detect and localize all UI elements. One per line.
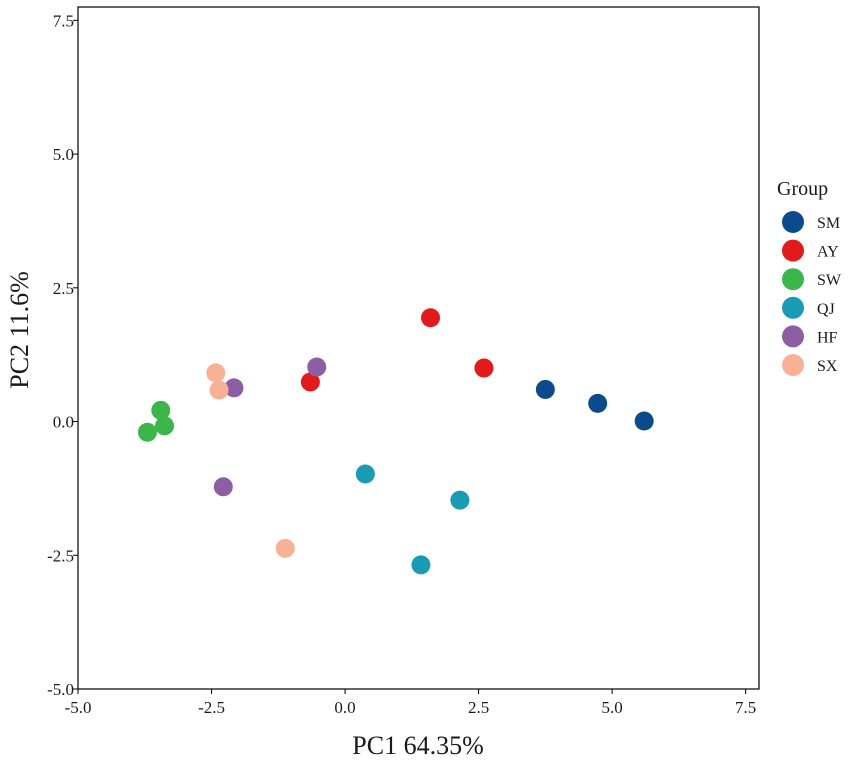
point-qj bbox=[450, 490, 470, 510]
legend-label-hf: HF bbox=[817, 329, 838, 346]
legend: Group SM AY SW QJ HF SX bbox=[777, 178, 842, 376]
legend-label-ay: AY bbox=[817, 244, 839, 261]
legend-label-sx: SX bbox=[817, 358, 838, 375]
legend-key-hf bbox=[782, 325, 804, 348]
y-tick-label: 5.0 bbox=[53, 145, 74, 164]
y-axis: -5.0 -2.5 0.0 2.5 5.0 7.5 bbox=[47, 11, 78, 699]
point-sx bbox=[209, 380, 229, 400]
point-sw bbox=[155, 416, 175, 436]
point-hf bbox=[224, 378, 244, 398]
point-sw bbox=[137, 422, 157, 442]
x-tick-label: 2.5 bbox=[468, 698, 489, 717]
point-ay bbox=[300, 372, 320, 392]
x-axis: -5.0 -2.5 0.0 2.5 5.0 7.5 bbox=[65, 689, 756, 717]
x-axis-title: PC1 64.35% bbox=[352, 731, 483, 760]
legend-key-qj bbox=[782, 296, 804, 319]
point-ay bbox=[474, 358, 494, 378]
point-qj bbox=[411, 555, 431, 575]
y-tick-label: 7.5 bbox=[53, 11, 74, 30]
point-sw bbox=[151, 400, 171, 420]
y-tick-label: 0.0 bbox=[53, 413, 74, 432]
point-sx bbox=[275, 538, 295, 558]
x-tick-label: 7.5 bbox=[735, 698, 756, 717]
plot-panel-border bbox=[77, 6, 760, 690]
legend-key-sx bbox=[782, 354, 804, 376]
x-tick-label: -2.5 bbox=[198, 698, 225, 717]
y-tick-label: -2.5 bbox=[47, 546, 74, 565]
y-tick-label: 2.5 bbox=[53, 279, 74, 298]
point-sm bbox=[634, 411, 654, 431]
point-hf bbox=[213, 477, 233, 497]
data-points bbox=[137, 308, 654, 575]
point-sm bbox=[535, 379, 555, 399]
point-sx bbox=[206, 363, 226, 383]
legend-label-sm: SM bbox=[817, 215, 840, 232]
y-axis-title: PC2 11.6% bbox=[5, 271, 34, 389]
point-sm bbox=[588, 393, 608, 413]
legend-label-qj: QJ bbox=[817, 301, 835, 318]
point-ay bbox=[421, 308, 441, 328]
legend-title: Group bbox=[777, 178, 828, 200]
y-tick-label: -5.0 bbox=[47, 680, 74, 699]
legend-key-sw bbox=[782, 268, 804, 291]
x-tick-label: 0.0 bbox=[334, 698, 355, 717]
x-tick-label: -5.0 bbox=[65, 698, 92, 717]
point-hf bbox=[307, 357, 327, 377]
x-tick-label: 5.0 bbox=[601, 698, 622, 717]
point-qj bbox=[355, 464, 375, 484]
legend-key-sm bbox=[782, 211, 804, 233]
legend-key-ay bbox=[782, 239, 804, 262]
legend-label-sw: SW bbox=[817, 272, 842, 289]
